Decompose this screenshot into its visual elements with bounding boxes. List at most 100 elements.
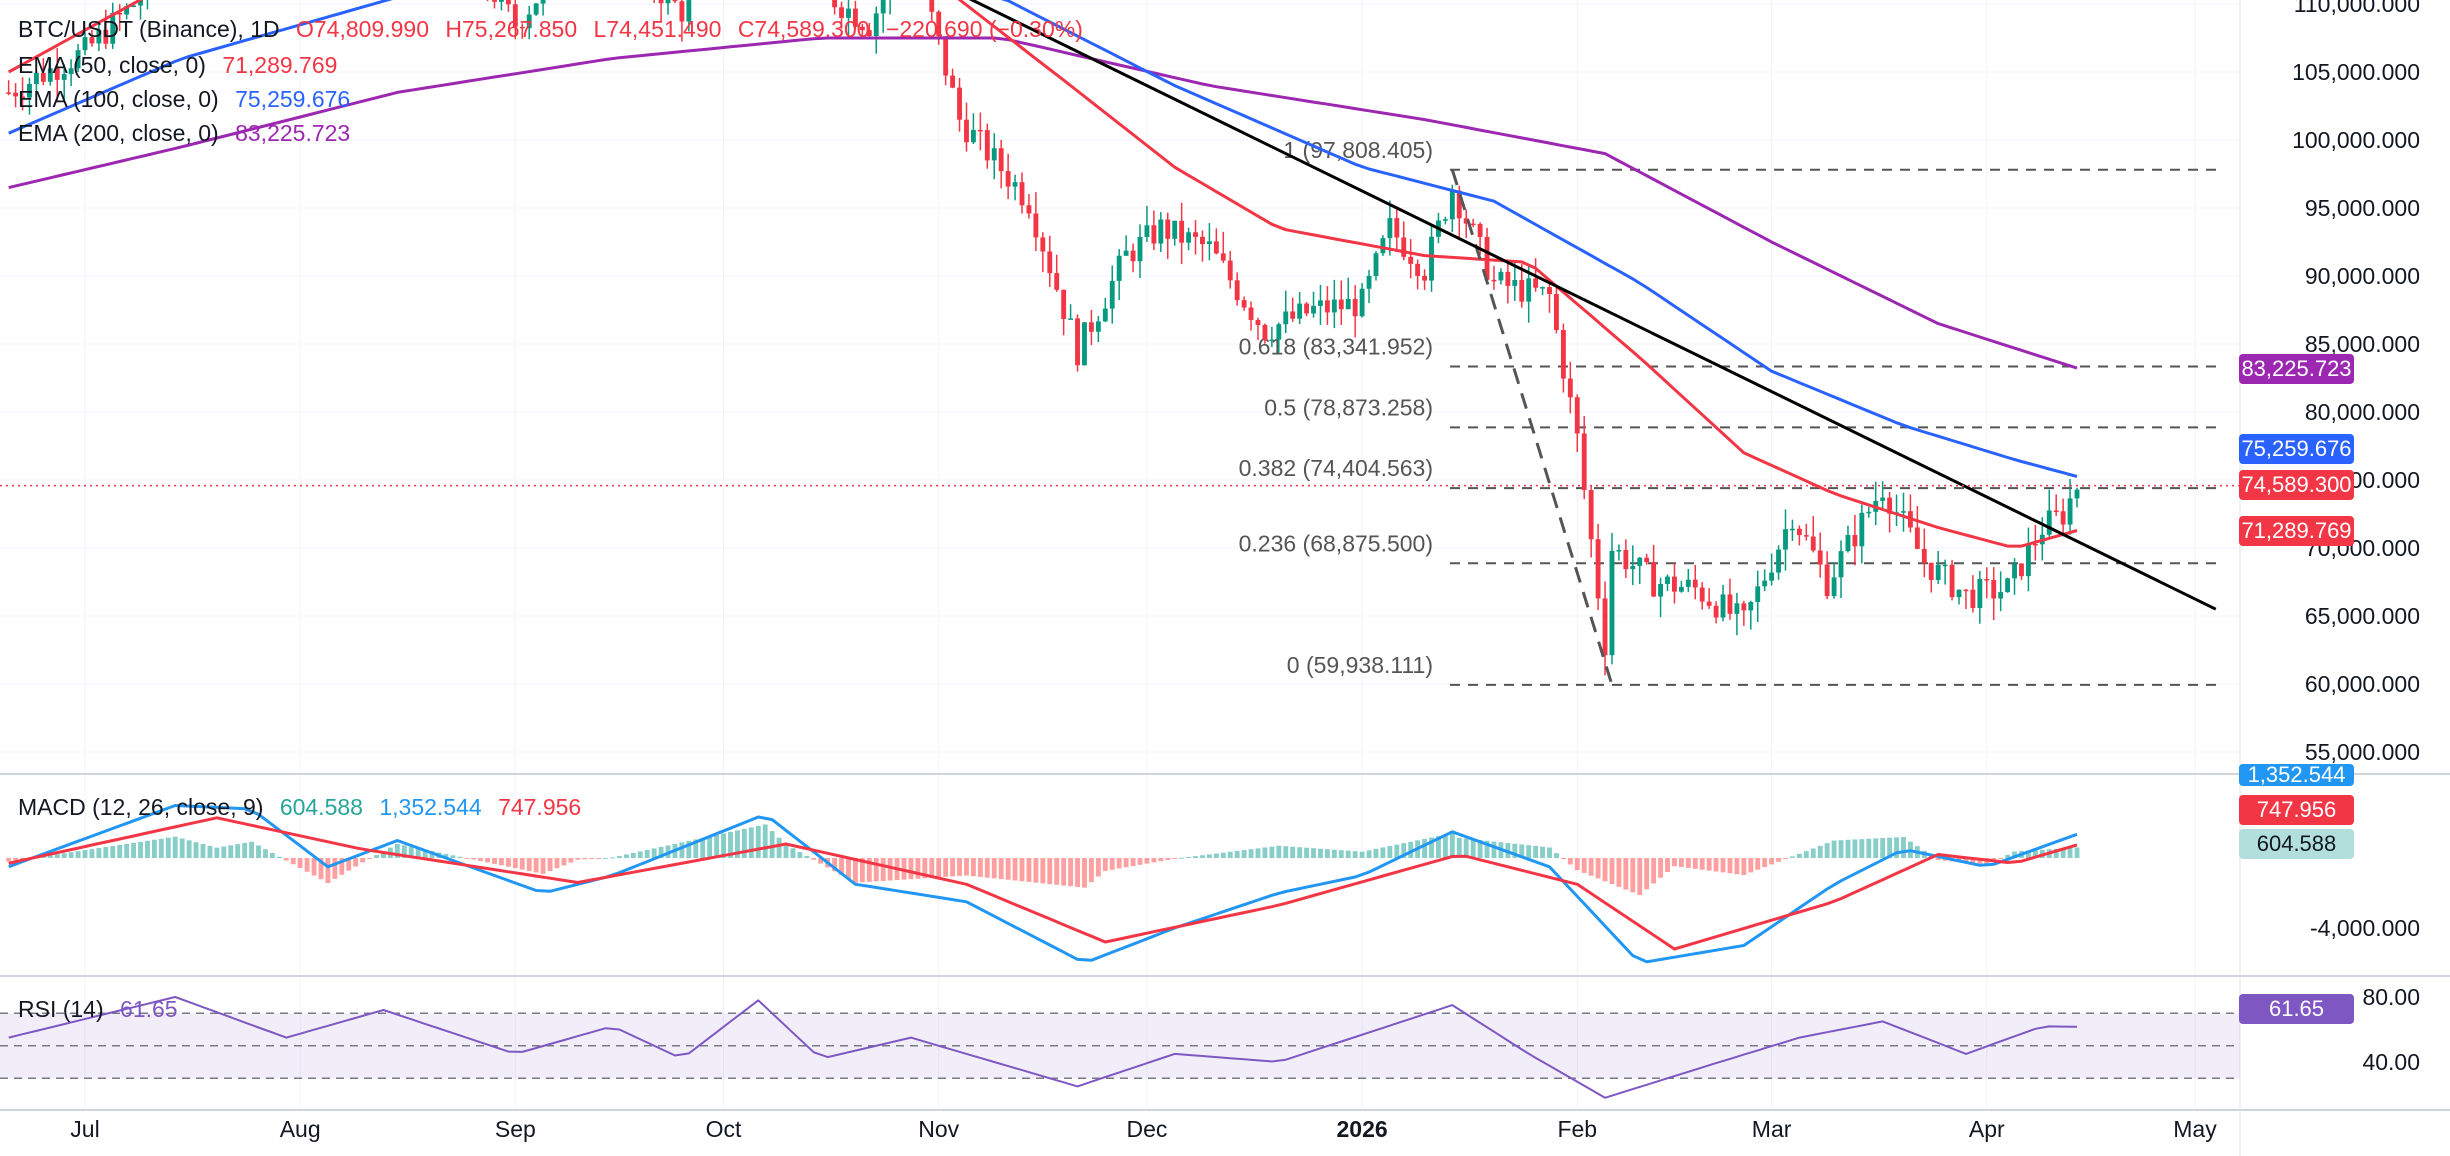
macd-histogram-bar <box>1658 858 1663 878</box>
macd-histogram-bar <box>443 853 449 858</box>
macd-histogram-bar <box>401 845 407 858</box>
macd-histogram-bar <box>790 848 796 858</box>
ema100-legend[interactable]: EMA (100, close, 0) 75,259.676 <box>18 86 360 113</box>
macd-histogram-bar <box>1637 858 1643 896</box>
hist-value-tag: 604.588 <box>2239 829 2354 859</box>
macd-histogram-bar <box>172 836 178 858</box>
ema50-line <box>7 0 2078 548</box>
candle-body <box>1609 550 1615 656</box>
candle-body <box>2053 510 2059 513</box>
macd-axis-label: -4,000.000 <box>2310 915 2420 941</box>
candle-body <box>1151 225 1157 244</box>
candle-body <box>1248 307 1254 320</box>
macd-histogram-bar <box>360 858 366 863</box>
candle-body <box>117 12 123 15</box>
candle-body <box>1172 220 1178 239</box>
price-axis-label: 110,000.000 <box>2294 0 2420 17</box>
candle-body <box>1276 324 1282 340</box>
macd-histogram-bar <box>1678 858 1684 868</box>
candle-body <box>1762 580 1768 587</box>
candle-body <box>1408 256 1414 264</box>
macd-histogram-bar <box>1359 851 1365 858</box>
macd-histogram-bar <box>596 858 602 859</box>
candle-body <box>686 0 692 22</box>
macd-histogram-bar <box>1283 846 1289 858</box>
candle-body <box>1109 280 1115 309</box>
signal-value-tag: 747.956 <box>2239 795 2354 825</box>
drawings <box>0 0 2240 686</box>
candle-body <box>665 0 671 4</box>
macd-histogram-bar <box>748 827 754 858</box>
macd-histogram-bar <box>1061 858 1067 886</box>
macd-histogram-bar <box>1894 837 1899 858</box>
macd-histogram-bar <box>1769 858 1775 865</box>
macd-histogram-bar <box>1144 858 1150 864</box>
candle-body <box>1734 603 1740 614</box>
macd-histogram-bar <box>131 842 137 858</box>
macd-histogram-bar <box>561 858 567 866</box>
candle-body <box>1595 539 1601 599</box>
ohlc-close: C74,589.300 <box>737 16 870 42</box>
candle-body <box>1102 308 1108 322</box>
candle-body <box>964 119 969 143</box>
candle-body <box>1783 529 1788 550</box>
candle-body <box>1234 280 1240 301</box>
macd-histogram-bar <box>1449 833 1455 858</box>
candle-body <box>1394 218 1400 238</box>
macd-histogram-bar <box>165 837 171 858</box>
candle-body <box>1165 219 1171 239</box>
candle-body <box>1130 250 1136 262</box>
macd-histogram-bar <box>526 858 532 872</box>
macd-histogram-bar <box>138 841 143 858</box>
macd-histogram-bar <box>346 858 352 871</box>
candle-body <box>1449 190 1455 220</box>
price-axis-label: 65,000.000 <box>2305 603 2420 629</box>
macd-histogram-bar <box>492 858 497 864</box>
macd-histogram-bar <box>866 858 872 882</box>
macd-histogram-bar <box>1186 856 1192 858</box>
macd-histogram-bar <box>2025 850 2031 858</box>
fibonacci-retracement: 1 (97,808.405) 0.618 (83,341.952) 0.5 (78,… <box>1239 137 2220 686</box>
candlestick-series <box>6 0 2080 676</box>
macd-histogram-bar <box>1227 851 1233 858</box>
macd-histogram-bar <box>1783 858 1788 860</box>
candle-body <box>1665 576 1670 585</box>
candle-body <box>2074 489 2080 499</box>
ema50-legend[interactable]: EMA (50, close, 0) 71,289.769 <box>18 52 347 79</box>
macd-histogram-bar <box>1095 858 1101 877</box>
rsi-legend[interactable]: RSI (14) 61.65 <box>18 996 188 1023</box>
macd-histogram-bar <box>1262 847 1268 858</box>
candle-body <box>1338 299 1344 310</box>
time-axis-label: Apr <box>1969 1116 2005 1142</box>
candle-body <box>1533 278 1539 288</box>
ema200-legend[interactable]: EMA (200, close, 0) 83,225.723 <box>18 120 360 147</box>
macd-histogram-bar <box>797 852 803 858</box>
candle-body <box>1699 587 1705 602</box>
time-axis-label: Sep <box>495 1116 536 1142</box>
macd-histogram-bar <box>1845 839 1851 858</box>
ema50-legend-value: 71,289.769 <box>222 52 338 78</box>
macd-histogram-bar <box>1866 838 1872 858</box>
candle-body <box>1144 225 1150 237</box>
macd-histogram-bar <box>408 846 414 858</box>
candle-body <box>1366 275 1372 289</box>
macd-histogram-bar <box>471 858 477 860</box>
macd-histogram-bar <box>1165 858 1171 860</box>
candle-body <box>1318 300 1323 306</box>
macd-histogram-bar <box>846 858 851 879</box>
symbol-label[interactable]: BTC/USDT (Binance), 1D <box>18 16 280 42</box>
macd-histogram-bar <box>1817 845 1823 858</box>
macd-histogram-bar <box>1318 848 1323 858</box>
candle-body <box>1803 535 1809 537</box>
macd-histogram-bar <box>1547 847 1552 858</box>
macd-legend[interactable]: MACD (12, 26, close, 9) 604.588 1,352.54… <box>18 794 591 821</box>
macd-histogram-bar <box>984 858 990 878</box>
macd-histogram-bar <box>207 845 213 858</box>
candle-body <box>1512 280 1518 286</box>
macd-histogram-bar <box>1331 849 1337 858</box>
candle-body <box>533 3 539 15</box>
candle-body <box>1422 275 1428 281</box>
macd-histogram-bar <box>887 858 893 881</box>
candle-body <box>1241 300 1247 308</box>
